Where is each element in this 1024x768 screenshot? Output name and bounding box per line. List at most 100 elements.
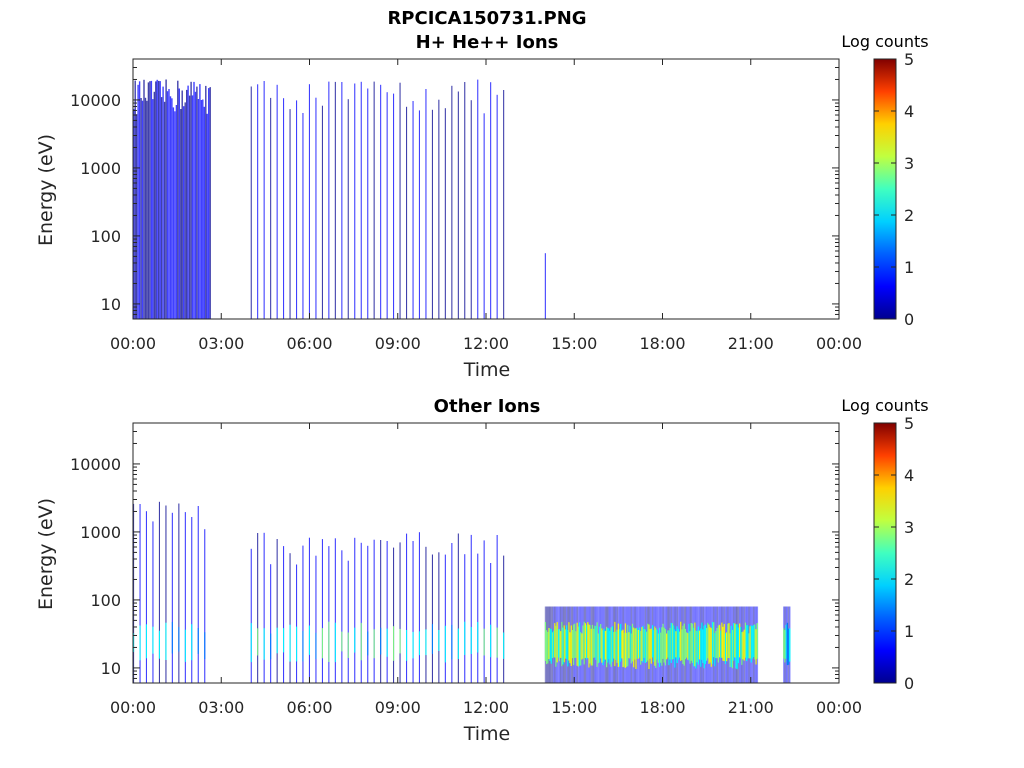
data-stripe: [141, 100, 144, 319]
data-stripe: [477, 553, 479, 683]
data-stripe: [373, 81, 375, 319]
data-stripe: [180, 109, 182, 319]
data-band: [587, 622, 589, 659]
data-band: [642, 625, 644, 663]
data-stripe: [156, 79, 158, 319]
data-stripe: [187, 85, 189, 319]
data-band: [739, 623, 741, 658]
data-stripe: [158, 80, 160, 320]
data-band: [622, 629, 624, 668]
data-stripe: [163, 101, 166, 319]
data-stripe: [302, 113, 304, 319]
data-band: [723, 624, 726, 662]
data-band: [686, 632, 688, 658]
data-band: [554, 623, 556, 658]
data-stripe: [196, 86, 198, 319]
data-stripe: [169, 96, 172, 319]
data-stripe: [143, 79, 145, 319]
data-segment: [250, 79, 505, 320]
x-axis: 00:00 03:00 06:00 09:00 12:00 15:00 18:00 21:00…: [110, 59, 862, 353]
data-band: [671, 623, 674, 660]
data-band: [710, 628, 713, 667]
data-band: [659, 627, 661, 667]
data-band: [783, 628, 785, 659]
data-band: [696, 630, 699, 663]
data-band: [548, 628, 550, 659]
data-band: [662, 623, 664, 659]
data-stripe: [399, 542, 401, 683]
colorbar-tick-label: 5: [904, 414, 914, 433]
data-stripe: [347, 560, 349, 683]
data-stripe: [334, 538, 336, 683]
data-band: [750, 625, 753, 663]
data-band: [589, 625, 591, 664]
data-stripe: [341, 550, 343, 683]
data-band: [490, 624, 492, 658]
data-band: [707, 622, 709, 659]
data-band: [470, 627, 472, 654]
data-stripe: [425, 89, 427, 319]
data-band: [270, 633, 272, 660]
data-band: [621, 630, 623, 659]
data-band: [614, 621, 616, 667]
data-band: [603, 628, 606, 662]
data-band: [553, 630, 555, 658]
data-stripe: [412, 541, 414, 683]
data-band: [649, 629, 652, 659]
data-stripe: [175, 105, 178, 319]
data-stripe: [503, 555, 505, 683]
data-stripe: [200, 100, 203, 319]
data-band: [733, 623, 735, 661]
plot-frame: [132, 58, 840, 320]
data-band: [697, 626, 700, 665]
data-band: [641, 627, 643, 661]
data-stripe: [302, 545, 304, 683]
data-stripe: [178, 88, 180, 319]
data-band: [676, 626, 679, 663]
data-band: [289, 624, 291, 662]
x-axis: 00:00 03:00 06:00 09:00 12:00 15:00 18:00 21:00…: [110, 423, 862, 717]
data-band: [386, 628, 388, 657]
data-band: [619, 629, 621, 667]
x-tick-label: 15:00: [551, 334, 597, 353]
data-stripe: [470, 100, 472, 319]
data-stripe: [165, 505, 167, 683]
data-band: [615, 631, 617, 660]
data-band: [566, 625, 568, 659]
data-band: [746, 625, 748, 662]
data-band: [679, 631, 681, 658]
data-stripe: [283, 546, 285, 683]
data-band: [653, 630, 655, 662]
data-stripe: [191, 95, 194, 320]
colorbar-label: Log counts: [841, 396, 928, 415]
data-band: [743, 629, 746, 661]
data-stripe: [209, 87, 211, 319]
data-band: [567, 629, 569, 667]
data-stripe: [360, 81, 362, 319]
x-tick-label: 00:00: [816, 698, 862, 717]
data-stripe: [438, 552, 440, 683]
data-stripe: [386, 92, 388, 319]
data-stripe: [296, 100, 298, 320]
data-band: [584, 623, 587, 658]
data-band: [735, 624, 737, 669]
data-band: [582, 625, 584, 659]
y-tick-label: 10000: [70, 455, 121, 474]
data-stripe: [367, 88, 369, 319]
x-tick-label: 09:00: [375, 698, 421, 717]
data-stripe: [315, 97, 317, 319]
data-band: [786, 622, 789, 666]
data-band: [178, 627, 180, 652]
data-band: [728, 623, 730, 658]
data-band: [580, 632, 582, 666]
x-tick-label: 21:00: [728, 698, 774, 717]
data-band: [726, 632, 728, 662]
data-stripe: [373, 539, 375, 683]
data-stripe: [431, 554, 433, 683]
data-stripe: [276, 84, 278, 319]
data-band: [666, 633, 668, 660]
data-stripe: [206, 113, 208, 319]
data-stripe: [328, 546, 330, 683]
colorbar-tick-label: 0: [904, 674, 914, 693]
data-band: [606, 626, 608, 668]
